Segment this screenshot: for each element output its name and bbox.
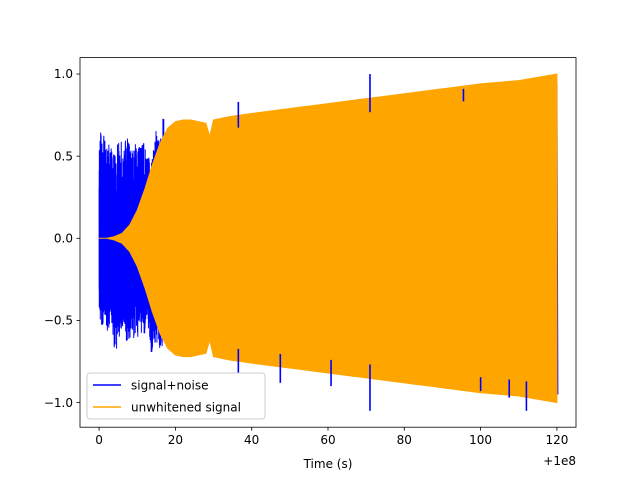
x-tick-label: 80 [397, 433, 412, 447]
x-tick-label: 20 [168, 433, 183, 447]
legend-label-signal-noise: signal+noise [131, 379, 208, 393]
legend-label-unwhitened-signal: unwhitened signal [131, 401, 241, 415]
x-tick-label: 40 [244, 433, 259, 447]
y-tick-label: 0.5 [54, 149, 73, 163]
x-axis-label: Time (s) [303, 457, 353, 471]
axis-ticks: 0 20 40 60 80 100 120 −1.0 −0.5 0.0 0.5 1.0 [44, 67, 569, 447]
series-unwhitened-signal-band [99, 73, 558, 404]
y-tick-label: −0.5 [44, 314, 73, 328]
x-tick-label: 120 [545, 433, 568, 447]
plot-area [98, 73, 559, 411]
y-tick-label: 1.0 [54, 67, 73, 81]
y-tick-label: −1.0 [44, 396, 73, 410]
x-offset-label: +1e8 [543, 454, 576, 468]
legend-box [86, 372, 266, 420]
x-tick-label: 60 [320, 433, 335, 447]
x-tick-label: 0 [95, 433, 103, 447]
legend: signal+noise unwhitened signal [86, 372, 266, 420]
x-tick-label: 100 [469, 433, 492, 447]
y-tick-label: 0.0 [54, 231, 73, 245]
